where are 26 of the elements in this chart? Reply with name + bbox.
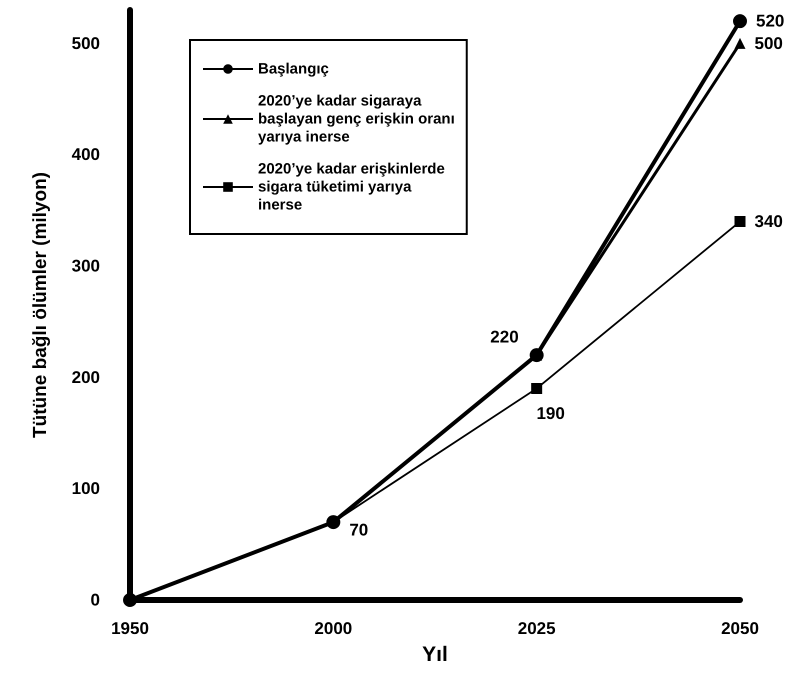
data-label: 190 [536, 404, 565, 423]
y-tick-label: 200 [72, 368, 100, 387]
x-tick-label: 2000 [314, 619, 352, 638]
x-tick-label: 1950 [111, 619, 149, 638]
x-tick-label: 2050 [721, 619, 759, 638]
data-label: 70 [349, 520, 368, 540]
point [531, 382, 542, 394]
x-axis-title: Yıl [422, 643, 448, 666]
y-tick-label: 0 [90, 590, 100, 610]
data-label: 520 [756, 12, 784, 31]
point [326, 515, 340, 530]
point [733, 14, 747, 28]
legend-label: Başlangıç [258, 60, 329, 78]
data-label: 220 [490, 328, 519, 347]
y-tick-label: 300 [72, 256, 100, 276]
legend-label: 2020’ye kadar sigaraya başlayan genç erişkin oranı yarıya inerse [258, 92, 455, 146]
point [123, 593, 137, 607]
y-axis-title: Tütüne bağlı ölümler (milyon) [30, 172, 51, 438]
data-label: 340 [754, 212, 783, 232]
y-tick-label: 400 [72, 145, 100, 164]
point [734, 216, 746, 228]
x-tick-label: 2025 [518, 619, 556, 638]
data-label: 500 [754, 34, 783, 53]
y-tick-label: 100 [72, 479, 100, 498]
y-tick-label: 500 [72, 34, 100, 53]
legend-label: 2020’ye kadar erişkinlerde sigara tüketimi yarıya inerse [258, 160, 445, 214]
